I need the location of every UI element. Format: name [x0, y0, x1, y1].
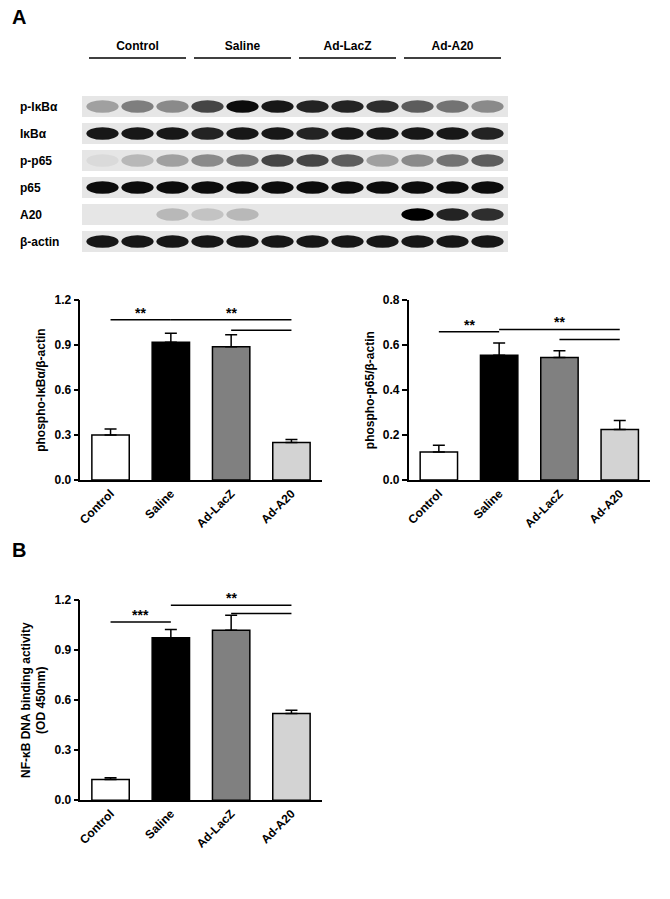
svg-text:***: ***	[132, 607, 149, 623]
svg-text:Control: Control	[405, 487, 445, 527]
svg-text:A20: A20	[20, 208, 42, 222]
svg-text:0.6: 0.6	[383, 338, 400, 352]
svg-text:0.2: 0.2	[383, 428, 400, 442]
svg-text:Ad-LacZ: Ad-LacZ	[194, 487, 238, 531]
svg-text:p-IκBα: p-IκBα	[20, 100, 58, 114]
svg-text:β-actin: β-actin	[20, 235, 59, 249]
svg-text:0.4: 0.4	[383, 383, 400, 397]
svg-text:**: **	[226, 305, 237, 321]
svg-text:**: **	[135, 305, 146, 321]
svg-text:B: B	[12, 539, 26, 561]
svg-text:0.9: 0.9	[55, 643, 72, 657]
svg-text:0.6: 0.6	[55, 693, 72, 707]
svg-text:A: A	[12, 6, 26, 28]
svg-text:Saline: Saline	[142, 486, 177, 521]
svg-text:Control: Control	[116, 39, 159, 53]
svg-text:0.8: 0.8	[383, 293, 400, 307]
svg-text:**: **	[554, 314, 565, 330]
svg-text:Saline: Saline	[225, 39, 261, 53]
svg-text:Ad-LacZ: Ad-LacZ	[324, 39, 372, 53]
svg-text:0.6: 0.6	[55, 383, 72, 397]
svg-text:Control: Control	[77, 807, 117, 847]
svg-text:IκBα: IκBα	[20, 127, 47, 141]
svg-text:Ad-A20: Ad-A20	[258, 486, 298, 526]
svg-text:phospho-IκBα/β-actin: phospho-IκBα/β-actin	[34, 328, 48, 451]
svg-text:1.2: 1.2	[55, 293, 72, 307]
svg-text:0.3: 0.3	[55, 428, 72, 442]
svg-text:p-p65: p-p65	[20, 154, 52, 168]
svg-text:0.0: 0.0	[55, 473, 72, 487]
svg-text:0.0: 0.0	[55, 793, 72, 807]
svg-text:Ad-LacZ: Ad-LacZ	[194, 807, 238, 851]
svg-text:Ad-A20: Ad-A20	[258, 807, 298, 847]
svg-text:**: **	[464, 317, 475, 333]
svg-text:Saline: Saline	[471, 486, 506, 521]
svg-text:phospho-p65/β-actin: phospho-p65/β-actin	[363, 331, 377, 449]
svg-text:0.3: 0.3	[55, 743, 72, 757]
svg-text:p65: p65	[20, 181, 41, 195]
svg-text:Ad-A20: Ad-A20	[587, 486, 627, 526]
svg-text:0.0: 0.0	[383, 473, 400, 487]
svg-text:Ad-LacZ: Ad-LacZ	[522, 487, 566, 531]
svg-text:Ad-A20: Ad-A20	[431, 39, 473, 53]
svg-text:1.2: 1.2	[55, 593, 72, 607]
svg-text:NF-κB DNA binding activity(OD: NF-κB DNA binding activity(OD 450nm)	[19, 622, 49, 778]
svg-text:Control: Control	[77, 487, 117, 527]
svg-text:**: **	[226, 590, 237, 606]
svg-text:Saline: Saline	[142, 807, 177, 842]
svg-text:0.9: 0.9	[55, 338, 72, 352]
